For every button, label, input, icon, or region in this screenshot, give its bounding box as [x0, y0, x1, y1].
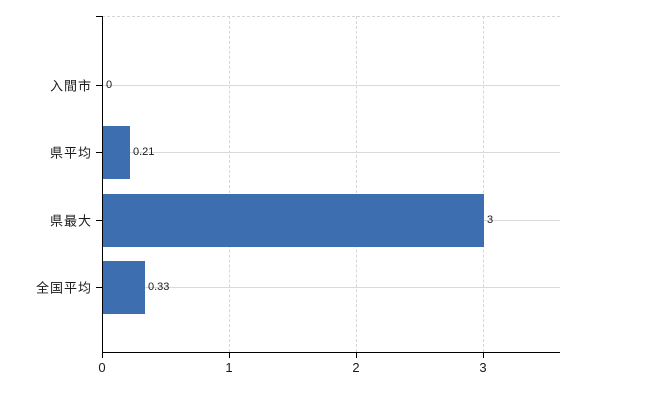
- bar-value-label: 0: [106, 79, 113, 91]
- bar-value-label: 0.33: [148, 281, 170, 293]
- y-axis-label: 県最大: [49, 213, 92, 229]
- y-axis-label: 県平均: [49, 145, 92, 161]
- x-tick-label: 3: [479, 360, 487, 375]
- x-tick: [229, 352, 230, 358]
- bar: [103, 125, 130, 179]
- h-gridline: [102, 287, 560, 288]
- x-tick: [356, 352, 357, 358]
- y-axis-label: 全国平均: [35, 280, 92, 296]
- bar-value-label: 3: [487, 214, 494, 226]
- bar-value-label: 0.21: [133, 146, 155, 158]
- v-gridline: [356, 16, 357, 352]
- bar: [103, 260, 145, 314]
- y-tick: [96, 220, 102, 221]
- h-gridline: [102, 152, 560, 153]
- x-tick-label: 1: [225, 360, 233, 375]
- y-axis-top-tick: [96, 16, 102, 17]
- x-tick-label: 0: [98, 360, 106, 375]
- y-axis-label: 入間市: [49, 78, 92, 94]
- y-tick: [96, 85, 102, 86]
- h-gridline: [102, 85, 560, 86]
- x-axis: [102, 352, 560, 353]
- plot-top-border: [102, 16, 560, 17]
- y-tick: [96, 152, 102, 153]
- v-gridline: [483, 16, 484, 352]
- v-gridline: [229, 16, 230, 352]
- bar: [103, 193, 484, 247]
- x-tick-label: 2: [352, 360, 360, 375]
- x-tick: [102, 352, 103, 358]
- y-axis: [102, 16, 103, 358]
- y-tick: [96, 287, 102, 288]
- x-tick: [483, 352, 484, 358]
